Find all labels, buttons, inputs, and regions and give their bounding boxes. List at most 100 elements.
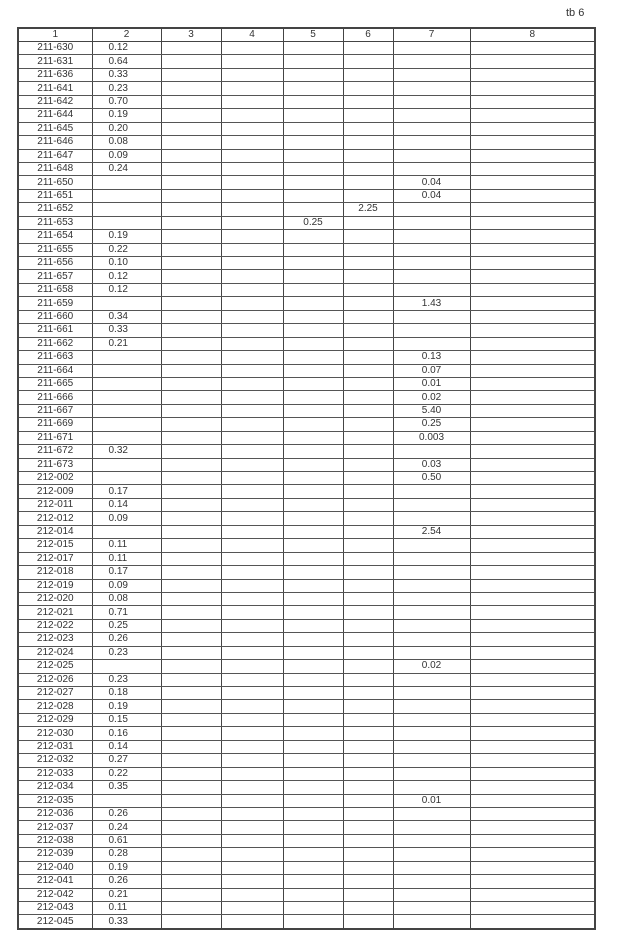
cell-col-5 [282, 95, 344, 110]
cell-col-7 [392, 861, 471, 876]
column-header: 1 [17, 28, 93, 42]
row-code: 212-039 [17, 847, 93, 862]
cell-col-4 [220, 699, 284, 714]
cell-col-4 [220, 552, 284, 567]
cell-col-3 [160, 458, 222, 473]
cell-col-8 [469, 552, 596, 567]
column-header: 4 [220, 28, 284, 42]
cell-col-7 [392, 874, 471, 889]
cell-col-8 [469, 538, 596, 553]
cell-col-2: 0.24 [91, 820, 162, 835]
cell-col-8 [469, 202, 596, 217]
cell-col-4 [220, 794, 284, 808]
cell-col-2: 0.20 [91, 122, 162, 137]
cell-col-5 [282, 417, 344, 432]
row-code: 211-673 [17, 458, 93, 473]
row-code: 212-011 [17, 498, 93, 513]
table-row: 211-652 2.25 [17, 202, 596, 217]
cell-col-7 [392, 444, 471, 459]
cell-col-5 [282, 632, 344, 647]
cell-col-8 [469, 95, 596, 110]
cell-col-6 [342, 175, 394, 190]
cell-col-6 [342, 68, 394, 83]
cell-col-4 [220, 579, 284, 593]
cell-col-4 [220, 283, 284, 298]
row-code: 212-002 [17, 471, 93, 486]
row-code: 211-651 [17, 189, 93, 204]
cell-col-4 [220, 337, 284, 352]
cell-col-3 [160, 847, 222, 862]
cell-col-2: 0.14 [91, 498, 162, 513]
cell-col-2 [91, 471, 162, 486]
cell-col-7 [392, 740, 471, 755]
cell-col-3 [160, 364, 222, 378]
cell-col-5 [282, 431, 344, 446]
cell-col-3 [160, 41, 222, 56]
cell-col-7 [392, 202, 471, 217]
cell-col-7 [392, 632, 471, 647]
cell-col-2: 0.12 [91, 269, 162, 284]
cell-col-3 [160, 95, 222, 110]
cell-col-5 [282, 41, 344, 56]
row-code: 211-655 [17, 243, 93, 258]
cell-col-3 [160, 269, 222, 284]
cell-col-3 [160, 807, 222, 822]
cell-col-2: 0.33 [91, 323, 162, 338]
cell-col-8 [469, 377, 596, 392]
cell-col-6 [342, 767, 394, 782]
cell-col-2: 0.34 [91, 310, 162, 325]
cell-col-4 [220, 834, 284, 849]
row-code: 211-665 [17, 377, 93, 392]
table-row: 212-031 0.14 [17, 740, 596, 755]
table-row: 211-672 0.32 [17, 444, 596, 459]
cell-col-4 [220, 122, 284, 137]
cell-col-3 [160, 135, 222, 150]
row-code: 211-669 [17, 417, 93, 432]
row-code: 212-031 [17, 740, 93, 755]
row-code: 212-017 [17, 552, 93, 567]
table-row: 211-665 0.01 [17, 377, 596, 392]
row-code: 211-647 [17, 149, 93, 163]
cell-col-6 [342, 780, 394, 795]
cell-col-2: 0.23 [91, 646, 162, 661]
cell-col-5 [282, 162, 344, 177]
cell-col-7 [392, 592, 471, 607]
cell-col-7 [392, 54, 471, 69]
cell-col-7: 2.54 [392, 525, 471, 540]
row-code: 212-029 [17, 713, 93, 728]
cell-col-3 [160, 498, 222, 513]
cell-col-4 [220, 498, 284, 513]
cell-col-4 [220, 888, 284, 903]
cell-col-6 [342, 901, 394, 916]
row-code: 211-664 [17, 364, 93, 378]
cell-col-6 [342, 390, 394, 405]
cell-col-4 [220, 81, 284, 96]
cell-col-2: 0.09 [91, 149, 162, 163]
row-code: 212-009 [17, 484, 93, 499]
cell-col-8 [469, 579, 596, 593]
cell-col-3 [160, 54, 222, 69]
cell-col-3 [160, 216, 222, 231]
table-body: 211-630 0.12 211-631 0.64 211-636 0.33 211-641… [17, 41, 596, 930]
cell-col-7: 0.02 [392, 390, 471, 405]
cell-col-8 [469, 68, 596, 83]
cell-col-7 [392, 243, 471, 258]
cell-col-2: 0.11 [91, 552, 162, 567]
cell-col-4 [220, 95, 284, 110]
cell-col-5 [282, 337, 344, 352]
table-row: 211-646 0.08 [17, 135, 596, 150]
table-row: 211-666 0.02 [17, 390, 596, 405]
cell-col-4 [220, 417, 284, 432]
row-code: 211-630 [17, 41, 93, 56]
cell-col-5 [282, 538, 344, 553]
cell-col-8 [469, 632, 596, 647]
cell-col-3 [160, 243, 222, 258]
cell-col-8 [469, 404, 596, 419]
table-row: 212-028 0.19 [17, 699, 596, 714]
cell-col-5 [282, 122, 344, 137]
cell-col-6 [342, 122, 394, 137]
cell-col-3 [160, 229, 222, 244]
table-row: 212-024 0.23 [17, 646, 596, 661]
cell-col-2 [91, 216, 162, 231]
cell-col-8 [469, 619, 596, 634]
